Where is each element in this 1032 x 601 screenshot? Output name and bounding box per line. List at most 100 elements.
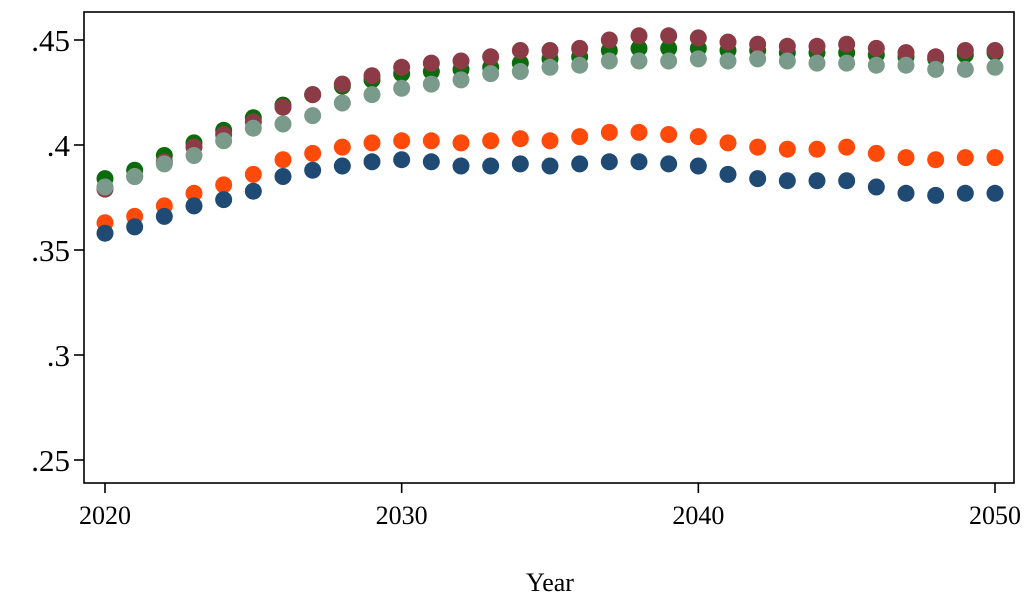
data-point [363, 134, 381, 152]
x-axis-title: Year [526, 568, 574, 597]
data-point [630, 123, 648, 141]
data-point [155, 155, 173, 173]
data-point [126, 168, 144, 185]
data-point [393, 151, 411, 169]
data-point [956, 149, 974, 167]
data-point [749, 50, 767, 68]
data-point [215, 132, 233, 150]
data-point [511, 63, 529, 80]
data-point [689, 157, 707, 175]
data-point [422, 54, 440, 72]
data-points [96, 27, 1004, 242]
data-point [333, 157, 351, 175]
y-axis: .25 .3 .35 .4 .45 [31, 23, 84, 478]
data-point [956, 60, 974, 78]
data-point [126, 218, 144, 236]
data-point [304, 86, 322, 104]
y-tick-label: .45 [31, 23, 70, 58]
data-point [600, 123, 618, 141]
data-point [511, 42, 529, 59]
plot-area-border [83, 11, 1015, 484]
data-point [304, 144, 322, 162]
data-point [749, 170, 767, 188]
data-point [867, 144, 885, 162]
data-point [719, 33, 737, 51]
data-point [274, 151, 292, 169]
data-point [96, 178, 114, 196]
data-point [244, 165, 262, 183]
data-point [778, 140, 796, 158]
data-point [630, 27, 648, 45]
data-point [689, 50, 707, 68]
data-point [808, 54, 826, 72]
series-4 [96, 123, 1004, 232]
data-point [541, 157, 559, 175]
data-point [660, 52, 678, 70]
data-point [571, 56, 589, 74]
data-point [215, 176, 233, 194]
data-point [986, 42, 1004, 59]
data-point [482, 48, 500, 66]
data-point [778, 52, 796, 70]
data-point [867, 39, 885, 57]
data-point [867, 178, 885, 196]
data-point [155, 207, 173, 225]
data-point [927, 151, 945, 169]
data-point [452, 52, 470, 70]
data-point [185, 184, 203, 202]
data-point [571, 155, 589, 173]
data-point [749, 138, 767, 156]
y-tick-label: .4 [47, 128, 71, 163]
data-point [452, 157, 470, 175]
data-point [363, 67, 381, 85]
data-point [274, 168, 292, 185]
data-point [689, 128, 707, 146]
data-point [689, 29, 707, 47]
data-point [808, 37, 826, 55]
x-tick-label: 2050 [969, 501, 1021, 530]
data-point [482, 65, 500, 83]
data-point [986, 58, 1004, 76]
data-point [333, 94, 351, 112]
data-point [956, 42, 974, 59]
data-point [808, 140, 826, 158]
data-point [897, 149, 915, 167]
data-point [660, 27, 678, 45]
data-point [422, 153, 440, 171]
data-point [927, 48, 945, 66]
data-point [719, 52, 737, 70]
data-point [897, 44, 915, 62]
data-point [630, 39, 648, 57]
data-point [927, 186, 945, 204]
data-point [304, 161, 322, 179]
data-point [333, 75, 351, 93]
data-point [897, 184, 915, 202]
data-point [838, 138, 856, 156]
data-point [511, 155, 529, 173]
x-tick-label: 2020 [79, 501, 131, 530]
data-point [274, 98, 292, 116]
data-point [393, 58, 411, 76]
data-point [393, 79, 411, 97]
data-point [986, 149, 1004, 167]
data-point [541, 42, 559, 59]
data-point [927, 60, 945, 78]
x-axis: 2020 2030 2040 2050 [79, 483, 1021, 530]
data-point [630, 52, 648, 70]
data-point [956, 184, 974, 202]
data-point [333, 138, 351, 156]
data-point [660, 155, 678, 173]
data-point [215, 191, 233, 209]
y-tick-label: .35 [31, 233, 70, 268]
data-point [630, 153, 648, 171]
data-point [867, 56, 885, 74]
data-point [363, 86, 381, 104]
data-point [660, 39, 678, 57]
data-point [719, 134, 737, 152]
data-point [304, 107, 322, 125]
y-tick-label: .3 [47, 338, 70, 373]
data-point [541, 58, 559, 76]
data-point [808, 172, 826, 190]
